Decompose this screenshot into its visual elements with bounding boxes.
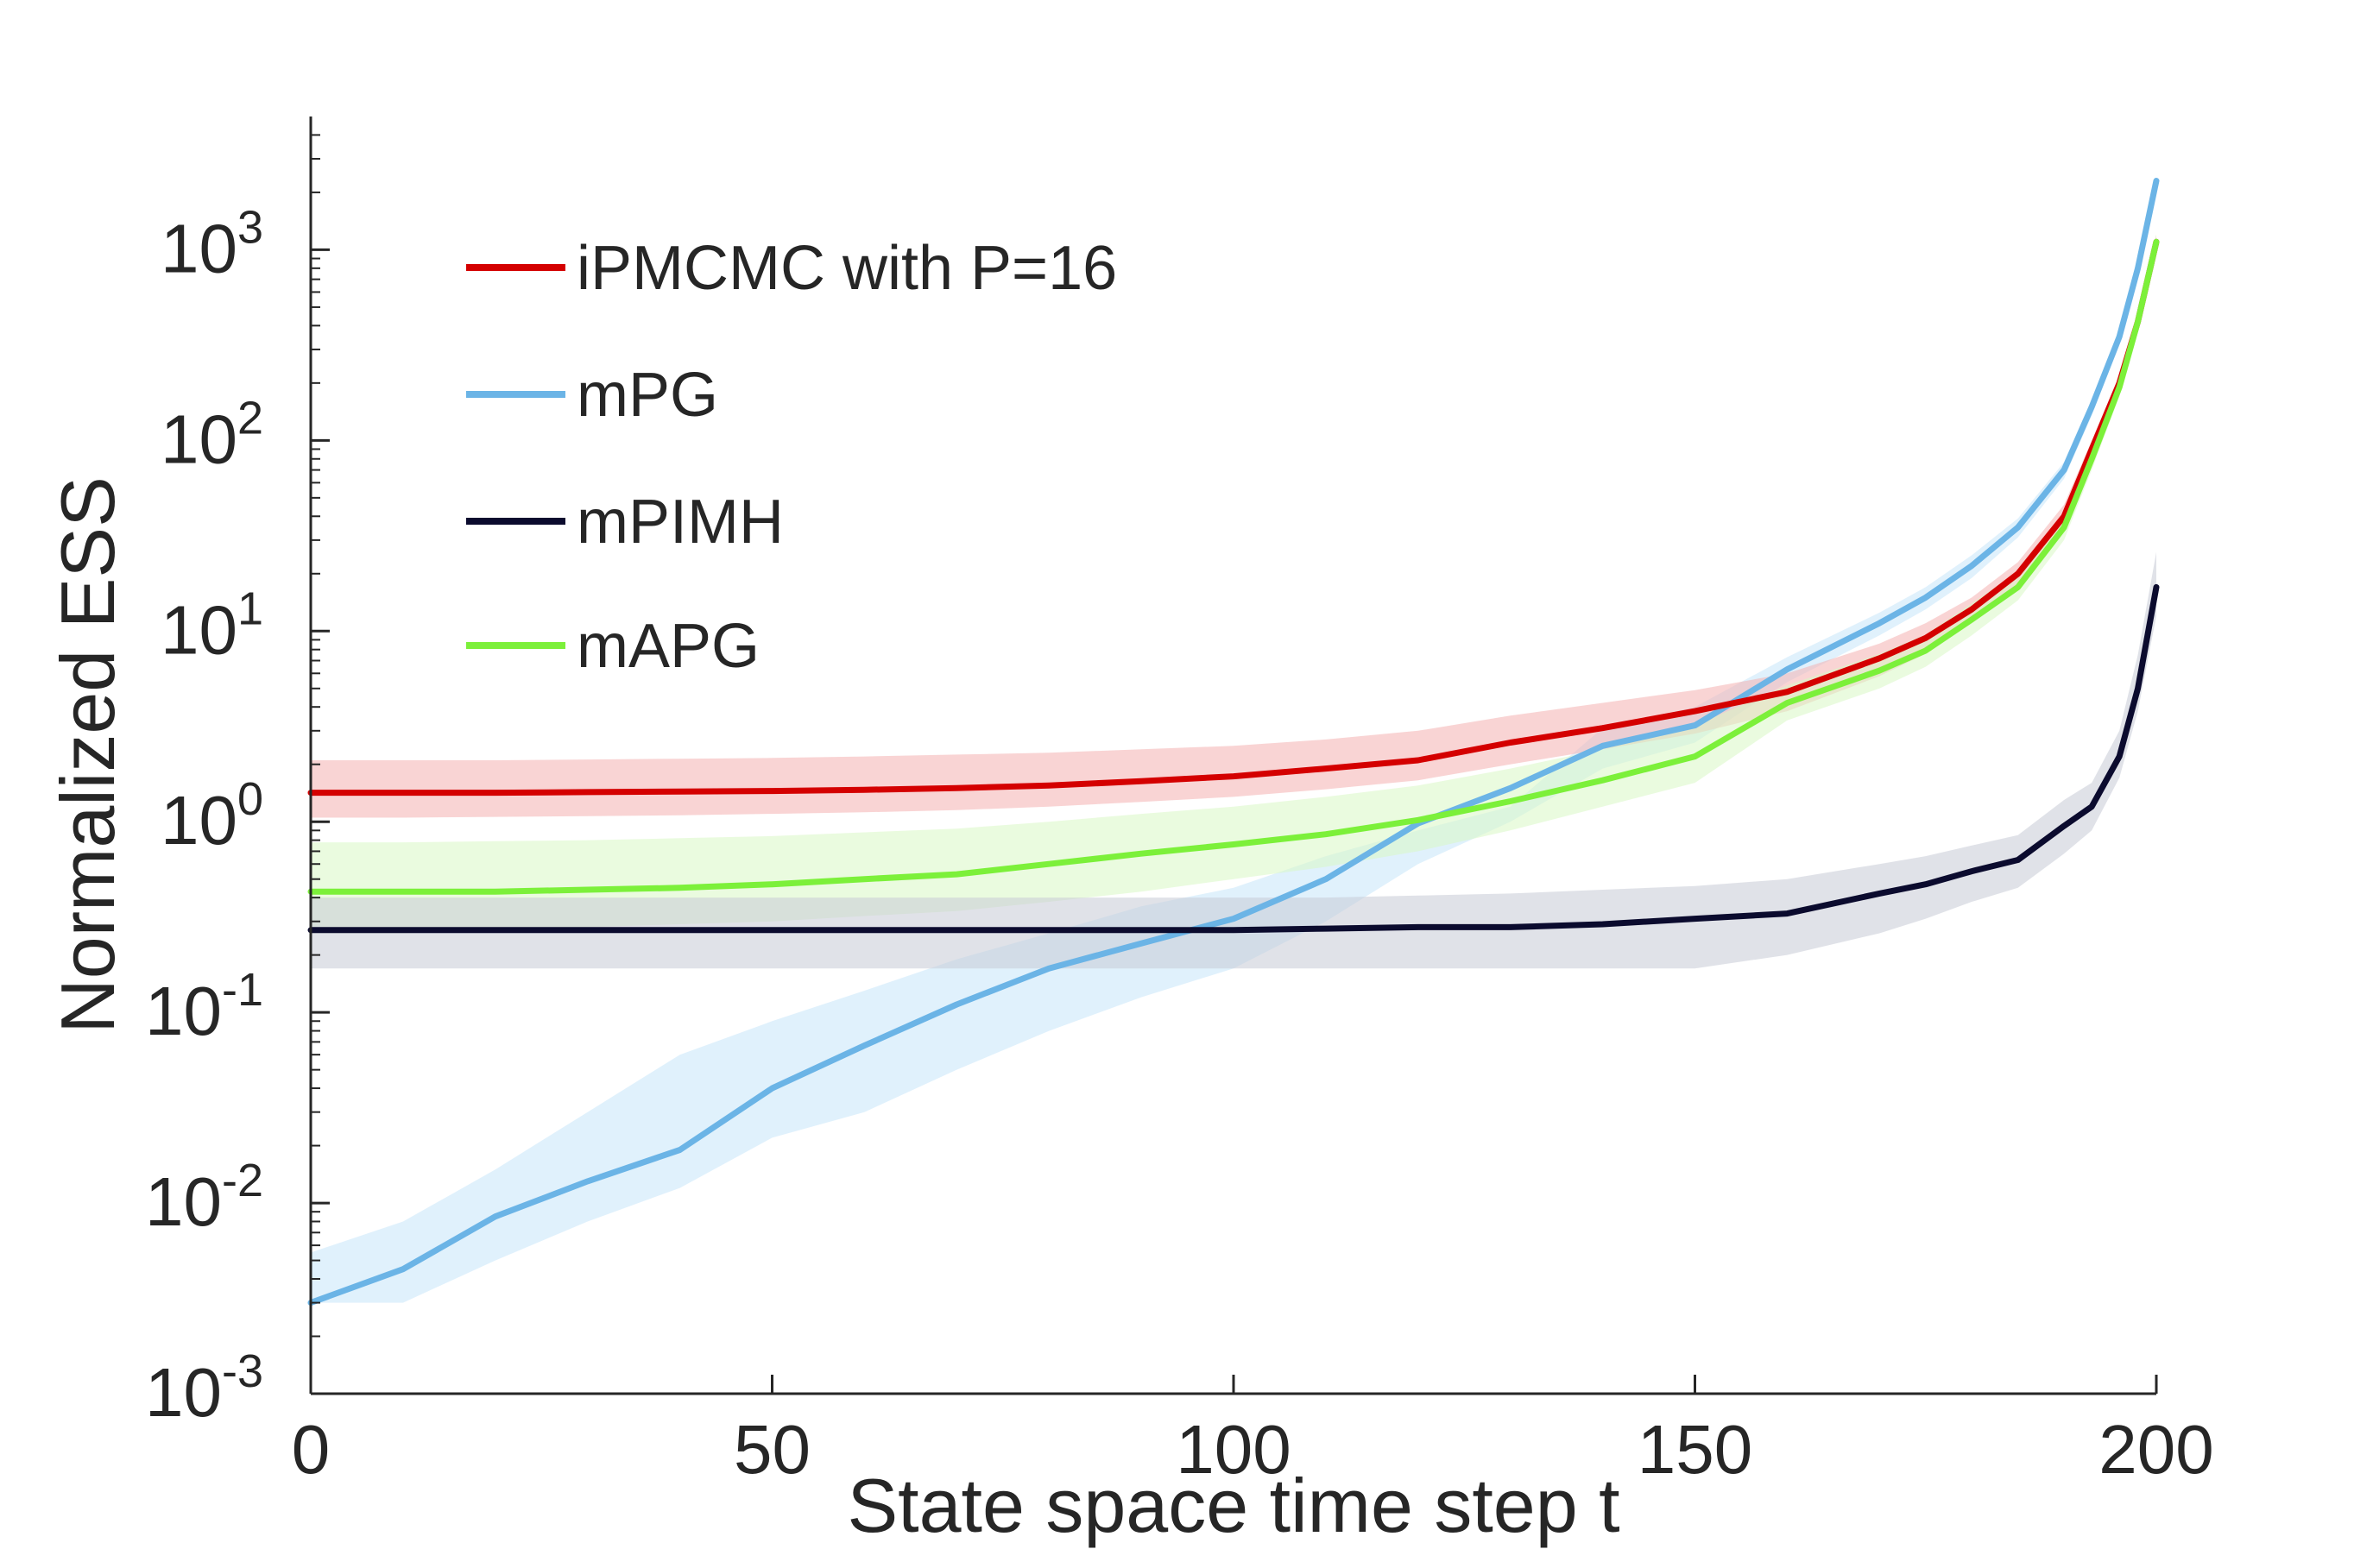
mpimh-band <box>311 551 2156 969</box>
y-axis-label: Normalized ESS <box>45 476 130 1034</box>
y-tick-label: 10-3 <box>145 1345 263 1431</box>
x-tick-label: 50 <box>734 1411 811 1488</box>
mapg-line <box>307 238 2160 895</box>
legend-label-mapg: mAPG <box>577 612 760 681</box>
y-tick-label: 100 <box>161 773 263 859</box>
axis-ticks: 10-3 10-2 10-1 100 101 102 103 0 50 100 150 200 <box>145 134 2214 1488</box>
legend: iPMCMC with P=16 mPG mPIMH mAPG <box>466 234 1117 681</box>
confidence-bands <box>311 177 2156 1303</box>
y-tick-label: 103 <box>161 201 263 287</box>
legend-label-mpimh: mPIMH <box>577 488 784 557</box>
y-tick-label: 10-1 <box>145 964 263 1049</box>
x-tick-label: 100 <box>1176 1411 1291 1488</box>
legend-label-mpg: mPG <box>577 361 718 430</box>
mapg-band <box>311 234 2156 934</box>
x-tick-label: 0 <box>292 1411 331 1488</box>
y-tick-label: 10-2 <box>145 1155 263 1240</box>
ipmcmc-with-p-16-line <box>307 238 2160 797</box>
y-tick-label: 101 <box>161 582 263 668</box>
mpg-line <box>307 178 2160 1307</box>
x-tick-label: 150 <box>1638 1411 1752 1488</box>
series-lines <box>307 178 2160 1307</box>
legend-label-ipmcmc-with-p-16: iPMCMC with P=16 <box>577 234 1117 303</box>
mpg-band <box>311 177 2156 1303</box>
x-tick-label: 200 <box>2098 1411 2213 1488</box>
x-axis-label: State space time step t <box>847 1463 1619 1548</box>
mpimh-line <box>307 583 2160 934</box>
y-tick-label: 102 <box>161 392 263 477</box>
